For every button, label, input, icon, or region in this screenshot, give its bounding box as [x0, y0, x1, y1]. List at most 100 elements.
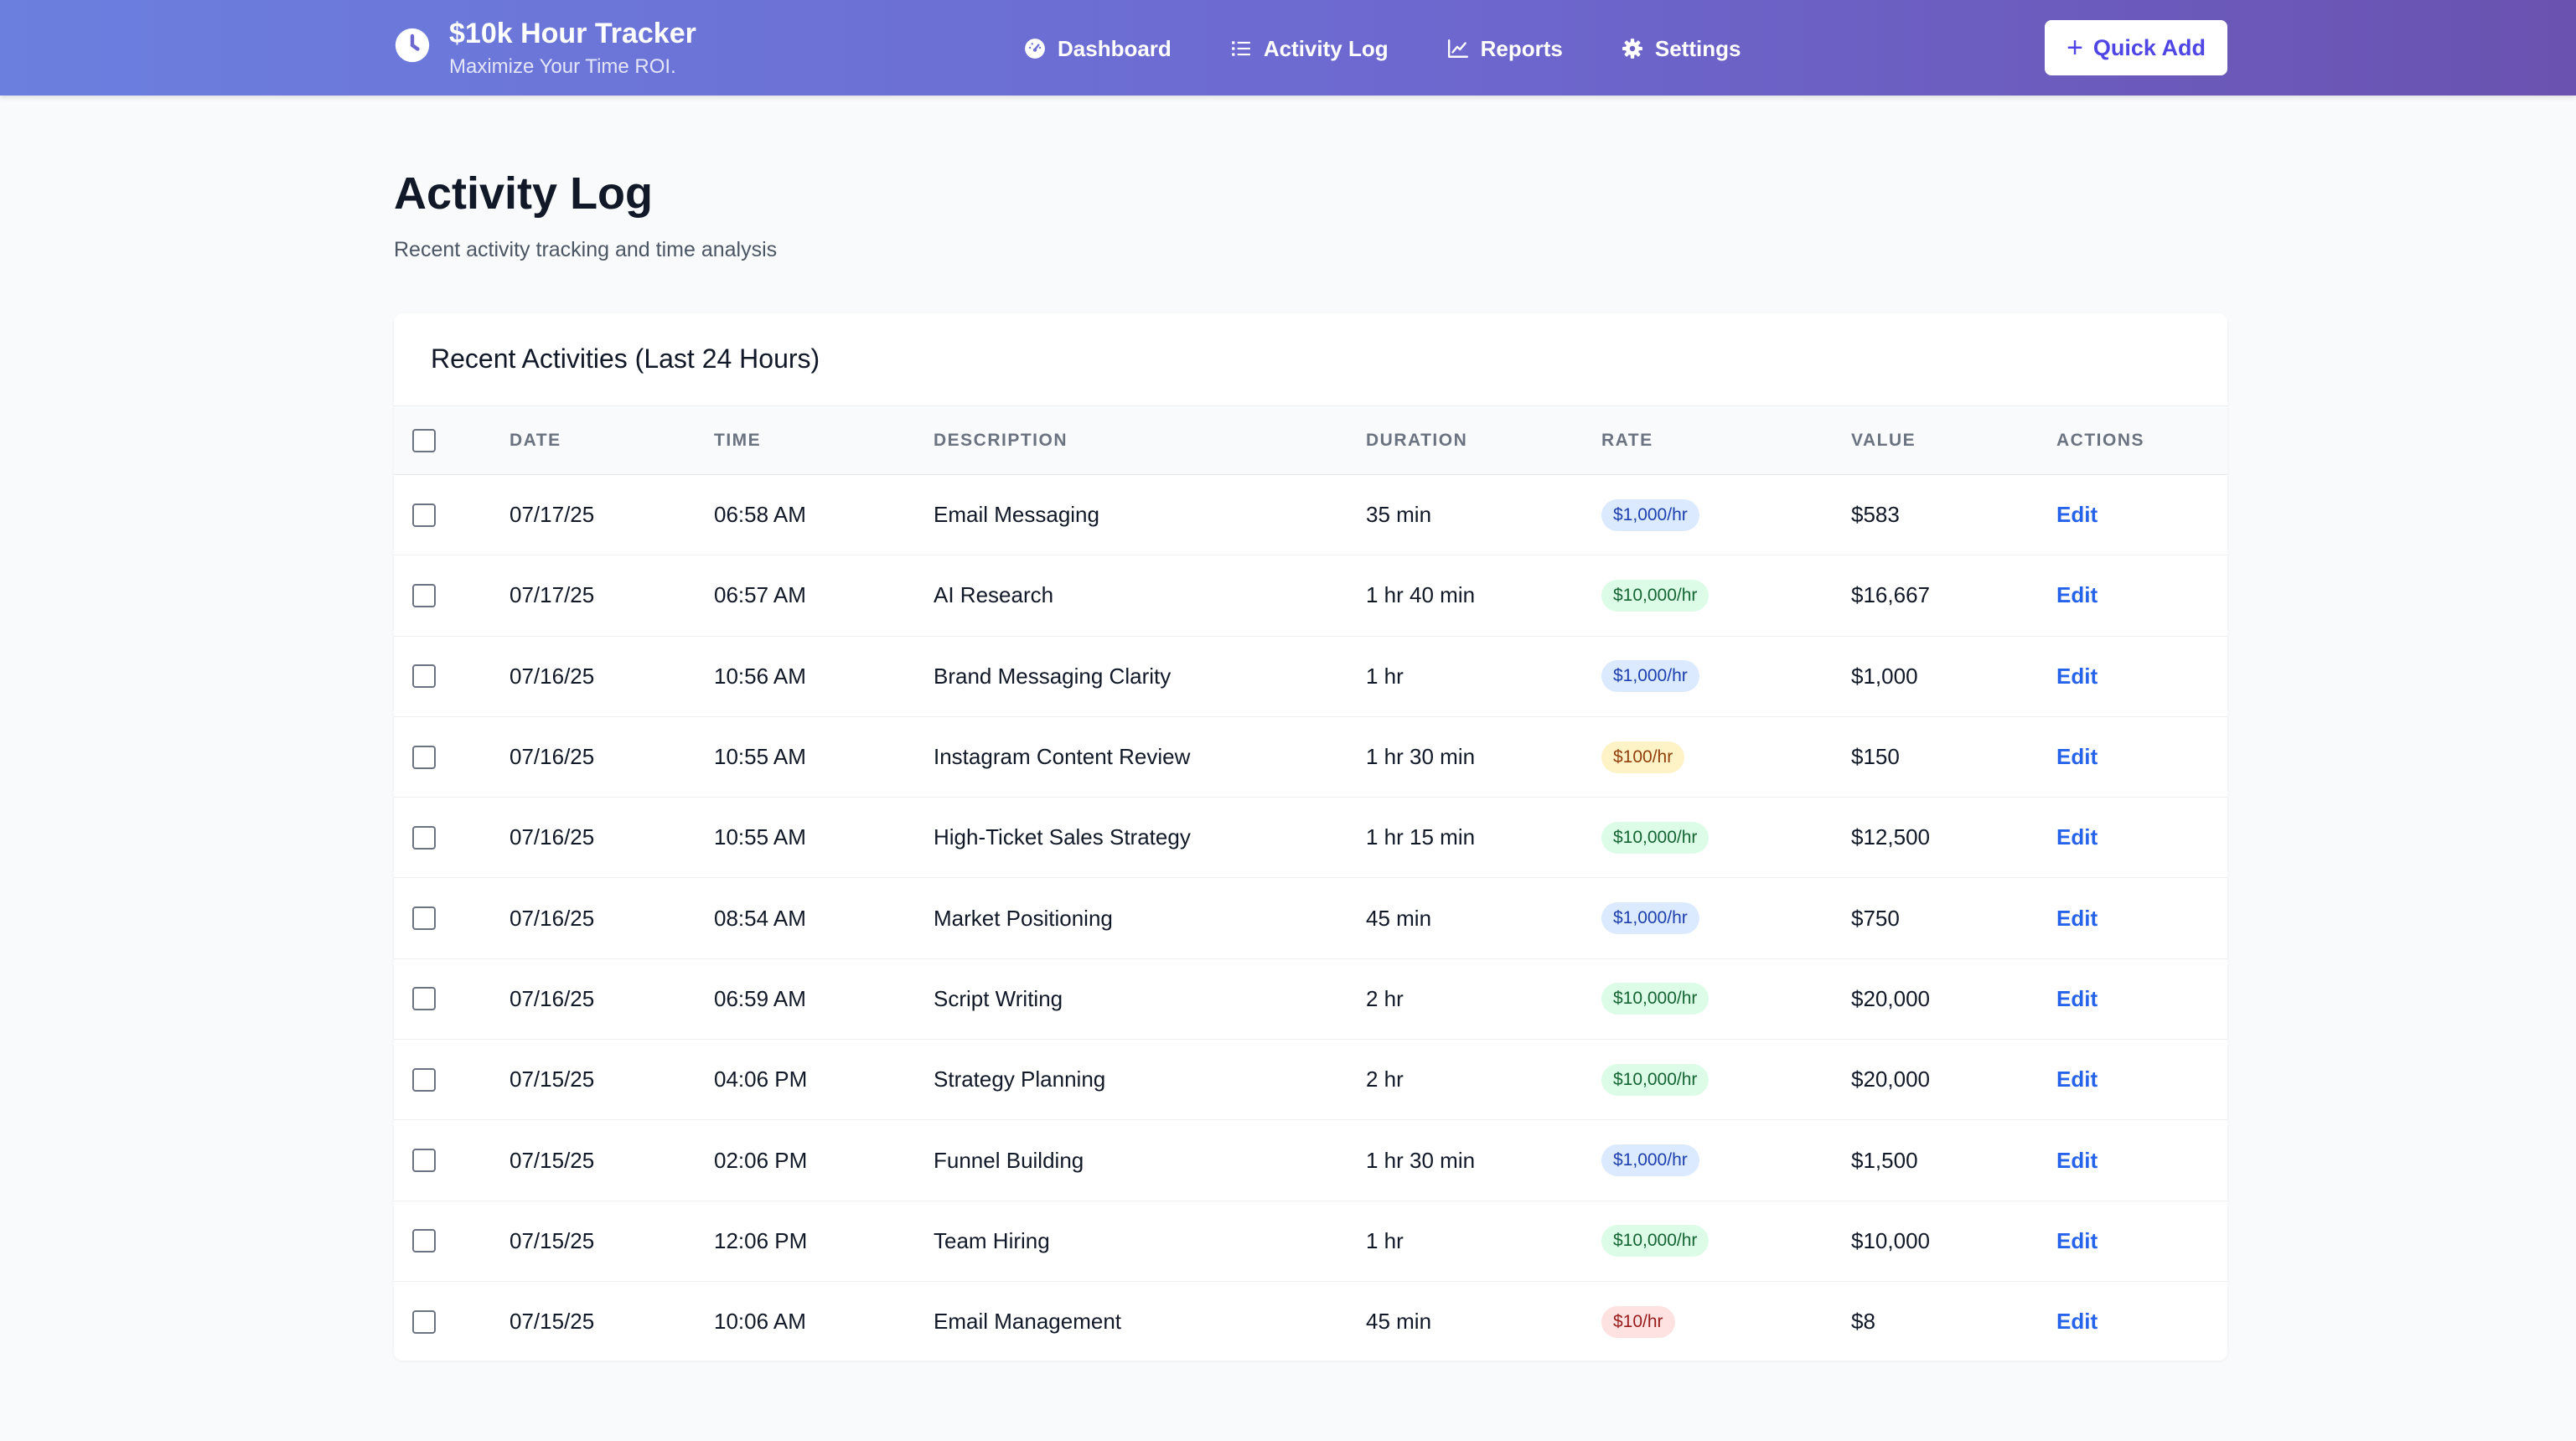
edit-link[interactable]: Edit: [2056, 663, 2098, 689]
date-cell: 07/16/25: [510, 663, 595, 689]
duration-cell: 35 min: [1366, 502, 1432, 528]
row-checkbox[interactable]: [412, 1229, 436, 1253]
description-cell: Email Management: [934, 1309, 1121, 1335]
table-row: 07/17/25 06:58 AM Email Messaging 35 min $1,…: [394, 475, 2227, 555]
app-subtitle: Maximize Your Time ROI.: [449, 55, 676, 78]
row-checkbox[interactable]: [412, 1149, 436, 1173]
rate-badge: $1,000/hr: [1601, 660, 1699, 693]
actions-cell: Edit: [2056, 475, 2227, 555]
rate-cell: $10,000/hr: [1601, 1040, 1851, 1120]
actions-cell: Edit: [2056, 716, 2227, 797]
brand[interactable]: $10k Hour Tracker Maximize Your Time ROI…: [394, 15, 696, 80]
app-title: $10k Hour Tracker: [449, 18, 696, 49]
rate-cell: $10,000/hr: [1601, 798, 1851, 878]
date-cell: 07/15/25: [510, 1309, 595, 1335]
actions-cell: Edit: [2056, 878, 2227, 958]
row-checkbox[interactable]: [412, 1067, 436, 1092]
nav-activity-log[interactable]: Activity Log: [1230, 32, 1389, 65]
description-cell: Script Writing: [934, 985, 1063, 1011]
row-checkbox[interactable]: [412, 825, 436, 850]
col-header-time[interactable]: TIME: [714, 430, 762, 450]
table-row: 07/15/25 04:06 PM Strategy Planning 2 hr $10…: [394, 1040, 2227, 1120]
actions-cell: Edit: [2056, 636, 2227, 716]
rate-cell: $1,000/hr: [1601, 1120, 1851, 1201]
description-cell: Market Positioning: [934, 905, 1113, 931]
rate-cell: $1,000/hr: [1601, 878, 1851, 958]
rate-cell: $10,000/hr: [1601, 958, 1851, 1039]
chart-line-icon: [1447, 39, 1468, 58]
row-checkbox[interactable]: [412, 583, 436, 607]
edit-link[interactable]: Edit: [2056, 1147, 2098, 1173]
date-cell: 07/15/25: [510, 1067, 595, 1092]
edit-link[interactable]: Edit: [2056, 502, 2098, 528]
duration-cell: 1 hr 30 min: [1366, 1147, 1476, 1173]
time-cell: 10:06 AM: [714, 1309, 806, 1335]
nav-reports[interactable]: Reports: [1447, 32, 1563, 65]
description-cell: AI Research: [934, 582, 1054, 608]
edit-link[interactable]: Edit: [2056, 744, 2098, 770]
description-cell: Brand Messaging Clarity: [934, 663, 1172, 689]
actions-cell: Edit: [2056, 1201, 2227, 1281]
row-checkbox[interactable]: [412, 987, 436, 1011]
description-cell: Strategy Planning: [934, 1067, 1106, 1092]
date-cell: 07/15/25: [510, 1227, 595, 1253]
value-cell: $1,500: [1851, 1147, 1918, 1173]
activities-card: Recent Activities (Last 24 Hours) DATE T…: [394, 313, 2227, 1361]
row-checkbox[interactable]: [412, 664, 436, 689]
nav-dashboard-label: Dashboard: [1058, 35, 1172, 61]
duration-cell: 1 hr 40 min: [1366, 582, 1476, 608]
row-select-cell: [394, 958, 510, 1039]
rate-badge: $10,000/hr: [1601, 579, 1710, 612]
description-cell: Email Messaging: [934, 502, 1099, 528]
row-checkbox[interactable]: [412, 503, 436, 527]
date-cell: 07/17/25: [510, 502, 595, 528]
quick-add-button[interactable]: + Quick Add: [2045, 20, 2227, 75]
quick-add-label: Quick Add: [2092, 34, 2206, 60]
top-navbar: $10k Hour Tracker Maximize Your Time ROI…: [0, 0, 2576, 96]
select-all-cell: [394, 406, 510, 475]
nav-settings-label: Settings: [1654, 35, 1741, 61]
page-subtitle: Recent activity tracking and time analys…: [394, 238, 778, 261]
actions-cell: Edit: [2056, 1281, 2227, 1361]
edit-link[interactable]: Edit: [2056, 582, 2098, 608]
col-header-date[interactable]: DATE: [510, 430, 561, 450]
time-cell: 06:57 AM: [714, 582, 806, 608]
col-header-duration[interactable]: DURATION: [1366, 430, 1468, 450]
nav-dashboard[interactable]: Dashboard: [1024, 32, 1172, 65]
col-header-description[interactable]: DESCRIPTION: [934, 430, 1068, 450]
row-select-cell: [394, 1281, 510, 1361]
rate-badge: $1,000/hr: [1601, 1144, 1699, 1177]
row-select-cell: [394, 555, 510, 636]
table-row: 07/17/25 06:57 AM AI Research 1 hr 40 min $1…: [394, 555, 2227, 637]
edit-link[interactable]: Edit: [2056, 1067, 2098, 1092]
edit-link[interactable]: Edit: [2056, 905, 2098, 931]
rate-cell: $10,000/hr: [1601, 555, 1851, 636]
row-checkbox[interactable]: [412, 1309, 436, 1334]
col-header-rate[interactable]: RATE: [1601, 430, 1653, 450]
rate-badge: $1,000/hr: [1601, 498, 1699, 531]
value-cell: $750: [1851, 905, 1900, 931]
edit-link[interactable]: Edit: [2056, 1309, 2098, 1335]
row-checkbox[interactable]: [412, 906, 436, 931]
date-cell: 07/16/25: [510, 905, 595, 931]
rate-badge: $10,000/hr: [1601, 983, 1710, 1015]
select-all-checkbox[interactable]: [412, 428, 436, 452]
edit-link[interactable]: Edit: [2056, 824, 2098, 850]
duration-cell: 1 hr 15 min: [1366, 824, 1476, 850]
time-cell: 12:06 PM: [714, 1227, 808, 1253]
edit-link[interactable]: Edit: [2056, 1227, 2098, 1253]
rate-badge: $100/hr: [1601, 741, 1685, 773]
row-select-cell: [394, 1120, 510, 1201]
value-cell: $20,000: [1851, 1067, 1930, 1092]
row-checkbox[interactable]: [412, 745, 436, 769]
nav-settings[interactable]: Settings: [1622, 32, 1741, 65]
col-header-value[interactable]: VALUE: [1851, 430, 1916, 450]
table-row: 07/16/25 10:55 AM Instagram Content Review…: [394, 716, 2227, 798]
rate-badge: $10,000/hr: [1601, 1063, 1710, 1096]
rate-cell: $10,000/hr: [1601, 1201, 1851, 1281]
duration-cell: 45 min: [1366, 905, 1432, 931]
edit-link[interactable]: Edit: [2056, 985, 2098, 1011]
value-cell: $12,500: [1851, 824, 1930, 850]
row-select-cell: [394, 475, 510, 555]
duration-cell: 2 hr: [1366, 1067, 1404, 1092]
